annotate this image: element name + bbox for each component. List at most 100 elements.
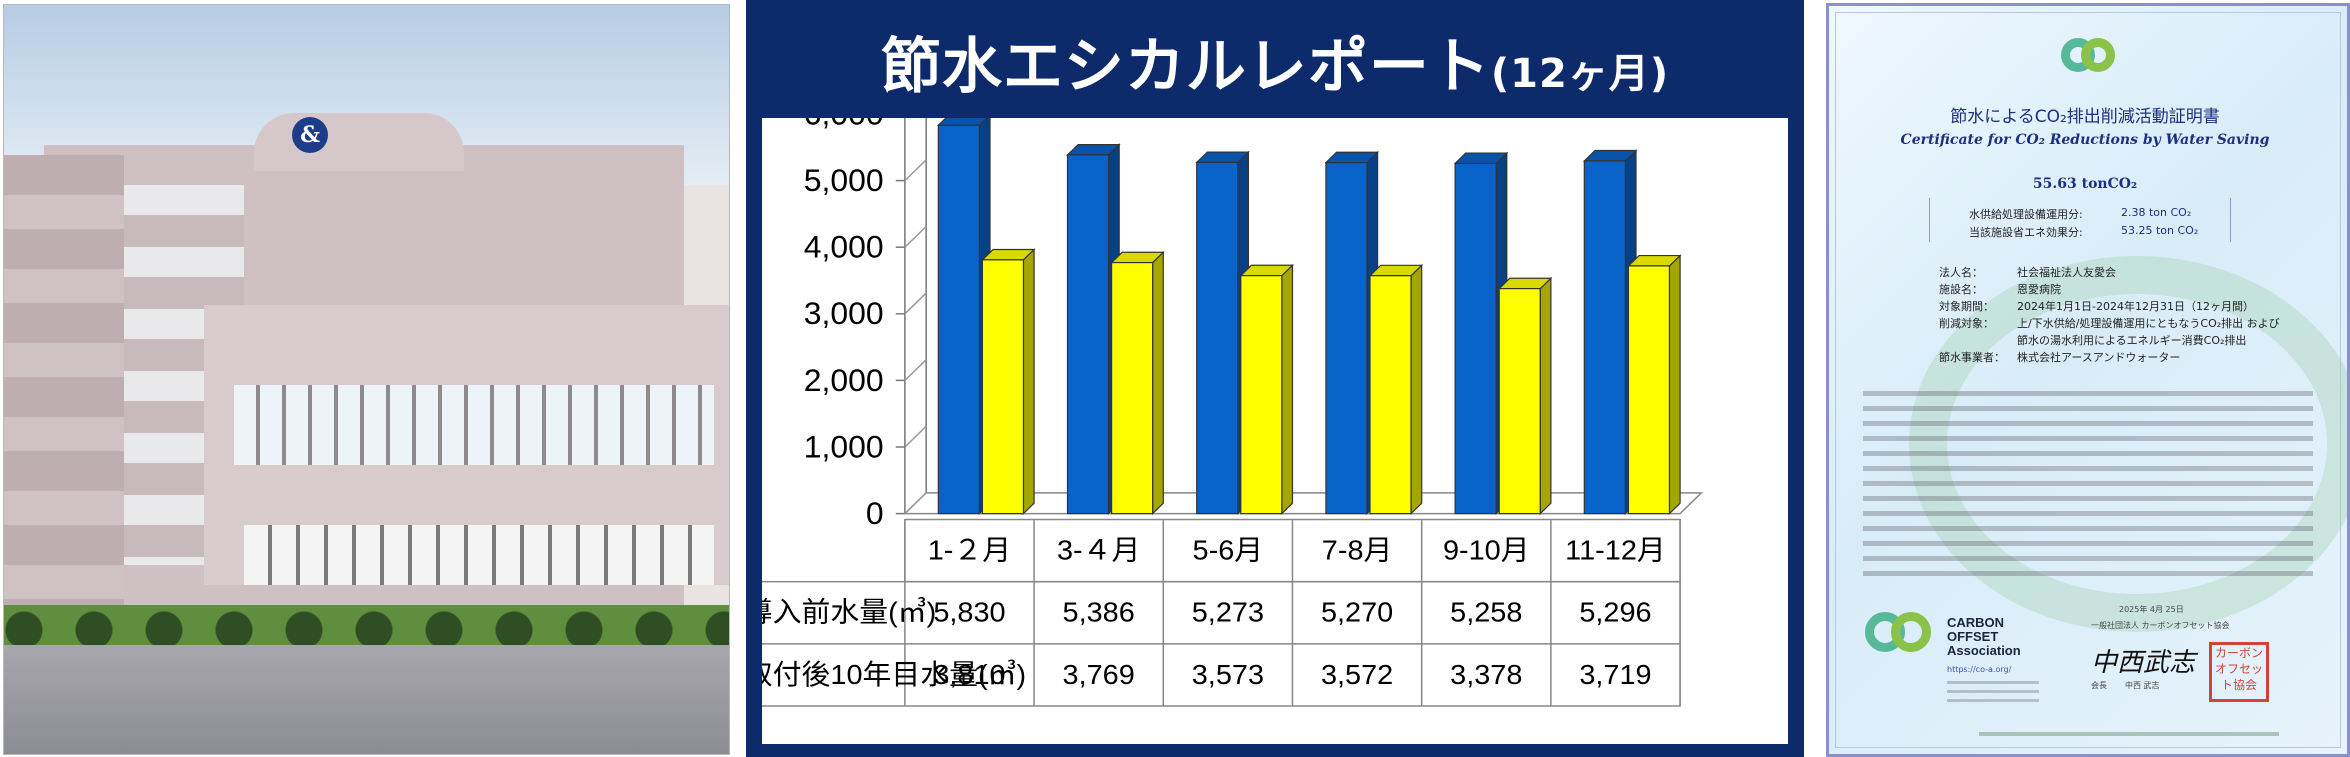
bar-before [1454,162,1497,515]
signer-title: 会長 [2091,681,2107,690]
certificate-top-logo-right [2081,38,2115,72]
table-value: 5,273 [1192,597,1264,629]
table-value: 5,258 [1450,597,1522,629]
y-tick-depth [904,225,927,248]
certificate-field-key: 削減対象： [1939,317,1994,330]
bar-before [1583,160,1626,515]
table-value: 5,296 [1579,597,1651,629]
certificate-field-value: 上/下水供給/処理設備運用にともなうCO₂排出 および [2017,317,2280,330]
bar-after [981,259,1025,515]
category-label: 1-２月 [928,535,1011,567]
hospital-photo: & [3,4,730,755]
legend-label-after: 取付後10年目水量(㎥) [762,659,1026,691]
certificate-title: 節水によるCO₂排出削減活動証明書 [1950,107,2220,127]
y-tick-label: 5,000 [804,162,884,198]
photo-hospital-logo: & [292,117,328,153]
breakdown-value-2: 53.25 ton CO₂ [2121,224,2199,237]
coa-logo-ring-right [1891,612,1931,652]
bar-before [1066,154,1110,515]
chart-panel: 節水エシカルレポート(12ヶ月) 0 1,000 2,000 3,000 4,000 5,… [746,0,1804,757]
y-tick-label: 1,000 [804,429,884,465]
y-tick-depth [904,425,927,448]
table-value: 5,270 [1321,597,1393,629]
y-tick-depth [904,159,927,182]
certificate-field-value: 社会福祉法人友愛会 [2017,266,2116,279]
coa-logo-line1: CARBON [1947,615,2005,630]
signer-name: 中西 武志 [2125,681,2160,690]
y-tick-label: 6,000 [804,118,884,131]
photo-road [4,645,729,754]
certificate-signature: 中西武志 [2091,648,2196,678]
chart-title: 節水エシカルレポート(12ヶ月) [746,18,1804,105]
bar-before [1196,161,1239,515]
certificate-footer-line [1979,732,2279,736]
certificate-body-text [1863,386,2313,586]
certificate-total: 55.63 tonCO₂ [2032,176,2138,192]
plot-group: 0 1,000 2,000 3,000 4,000 5,000 6,000 1-２月 3-４月 5… [762,118,1704,707]
table-value: 3,810 [933,659,1005,691]
certificate-breakdown-box [1929,198,2231,242]
certificate-field-value: 恩愛病院 [2017,283,2061,296]
y-tick-depth [904,359,927,381]
breakdown-value-1: 2.38 ton CO₂ [2121,206,2192,219]
certificate-field-key: 法人名： [1939,266,1983,279]
certificate-body-lines [1863,386,2313,576]
y-tick-depth [904,292,927,315]
category-label: 7-8月 [1322,535,1393,567]
certificate-date: 2025年 4月 25日 [2119,605,2184,614]
category-label: 9-10月 [1443,535,1530,567]
y-tick-label: 3,000 [804,296,884,332]
table-value: 5,830 [933,597,1005,629]
y-tick-label: 0 [866,495,884,531]
chart-title-suffix: (12ヶ月) [1490,51,1670,97]
category-label: 5-6月 [1193,535,1264,567]
bar-before [937,124,980,515]
table-value: 3,378 [1450,659,1522,691]
certificate-subtitle: Certificate for CO₂ Reductions by Water … [1900,132,2270,148]
certificate-field-key: 節水事業者： [1939,351,2005,364]
bar-side-after [1539,276,1552,516]
y-tick-label: 2,000 [804,362,884,398]
photo-windows-lower [244,525,714,585]
photo-building-tower [4,155,124,605]
bar-after [1369,275,1412,515]
category-label: 11-12月 [1565,535,1666,567]
certificate-field-value: 株式会社アースアンドウォーター [2017,351,2181,364]
certificate-field-key: 施設名： [1939,283,1983,296]
bar-side-after [1022,248,1035,516]
category-label: 3-４月 [1057,535,1140,567]
coa-logo-text: CARBON OFFSET Association [1947,616,2021,658]
coa-address [1947,678,2039,708]
y-tick-label: 4,000 [804,229,884,265]
chart-area: 0 1,000 2,000 3,000 4,000 5,000 6,000 1-２月 3-４月 5… [762,118,1788,744]
certificate-seal-stamp: カーボン オフセット協会 [2209,642,2269,702]
photo-rooftop-sign [254,113,464,171]
bar-after [1627,265,1671,515]
certificate-field-value: 節水の湯水利用によるエネルギー消費CO₂排出 [2017,334,2247,347]
table-value: 3,572 [1321,659,1393,691]
bar-before [1325,162,1368,515]
table-value: 3,719 [1579,659,1651,691]
table-value: 3,573 [1192,659,1264,691]
photo-windows-upper [234,385,714,465]
breakdown-label-2: 当該施設省エネ効果分: [1969,226,2083,239]
certificate-field-value: 2024年1月1日-2024年12月31日（12ヶ月間） [2017,300,2254,313]
bar-after [1498,288,1541,515]
breakdown-label-1: 水供給処理設備運用分: [1969,208,2083,221]
bar-side-after [1152,250,1164,516]
bar-after [1110,261,1154,515]
bar-after [1240,275,1283,515]
certificate: 節水によるCO₂排出削減活動証明書 Certificate for CO₂ Re… [1826,3,2350,757]
coa-logo-line2: OFFSET [1947,629,1999,644]
legend-label-before: 導入前水量(㎥) [762,597,936,629]
y-tick-depth [904,492,927,515]
certificate-org-name: 一般社団法人 カーボンオフセット協会 [2091,621,2230,630]
table-value: 5,386 [1063,597,1135,629]
bar-side-after [1410,263,1423,516]
bar-side-after [1668,254,1681,516]
certificate-field-key: 対象期間： [1939,300,1994,313]
bar-chart: 0 1,000 2,000 3,000 4,000 5,000 6,000 1-２月 3-４月 5… [762,118,1704,707]
coa-url: https://co-a.org/ [1947,665,2012,674]
table-value: 3,769 [1063,659,1135,691]
bar-side-after [1281,263,1294,516]
